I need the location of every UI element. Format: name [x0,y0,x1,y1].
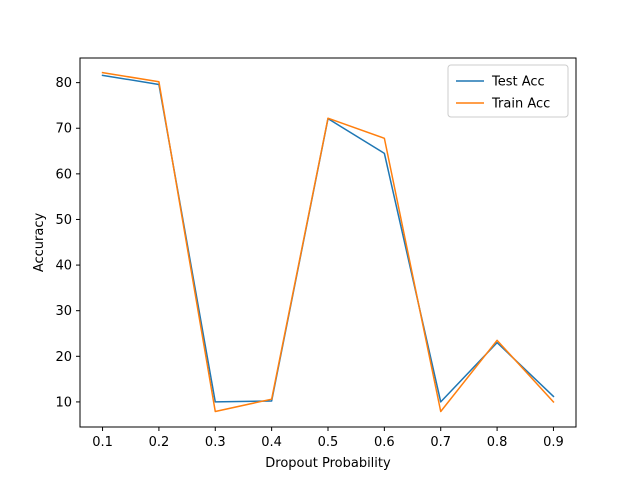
plot-area [101,71,555,413]
legend: Test Acc Train Acc [447,64,569,118]
x-tick-label: 0.2 [149,435,170,450]
legend-box [447,64,569,118]
x-tick-label: 0.4 [261,435,282,450]
x-tick-label: 0.5 [318,435,339,450]
x-tick-label: 0.1 [92,435,113,450]
y-tick-label: 20 [55,350,72,365]
x-tick-label: 0.6 [374,435,395,450]
y-axis: 10 20 30 40 50 60 70 80 [55,76,80,410]
x-tick-label: 0.7 [430,435,451,450]
y-tick-label: 60 [55,167,72,182]
y-tick-label: 80 [55,76,72,91]
y-tick-label: 70 [55,122,72,137]
x-axis-label: Dropout Probability [265,456,391,471]
legend-entry-label: Train Acc [491,97,550,112]
x-tick-label: 0.9 [543,435,564,450]
y-tick-label: 10 [55,395,72,410]
x-tick-label: 0.3 [205,435,226,450]
y-tick-label: 50 [55,213,72,228]
x-axis: 0.1 0.2 0.3 0.4 0.5 0.6 0.7 0.8 0.9 [92,427,564,450]
y-axis-label: Accuracy [32,213,47,273]
x-tick-label: 0.8 [487,435,508,450]
y-tick-label: 40 [55,259,72,274]
series-line-train-acc [101,71,555,413]
legend-entry-label: Test Acc [491,75,545,90]
y-tick-label: 30 [55,304,72,319]
